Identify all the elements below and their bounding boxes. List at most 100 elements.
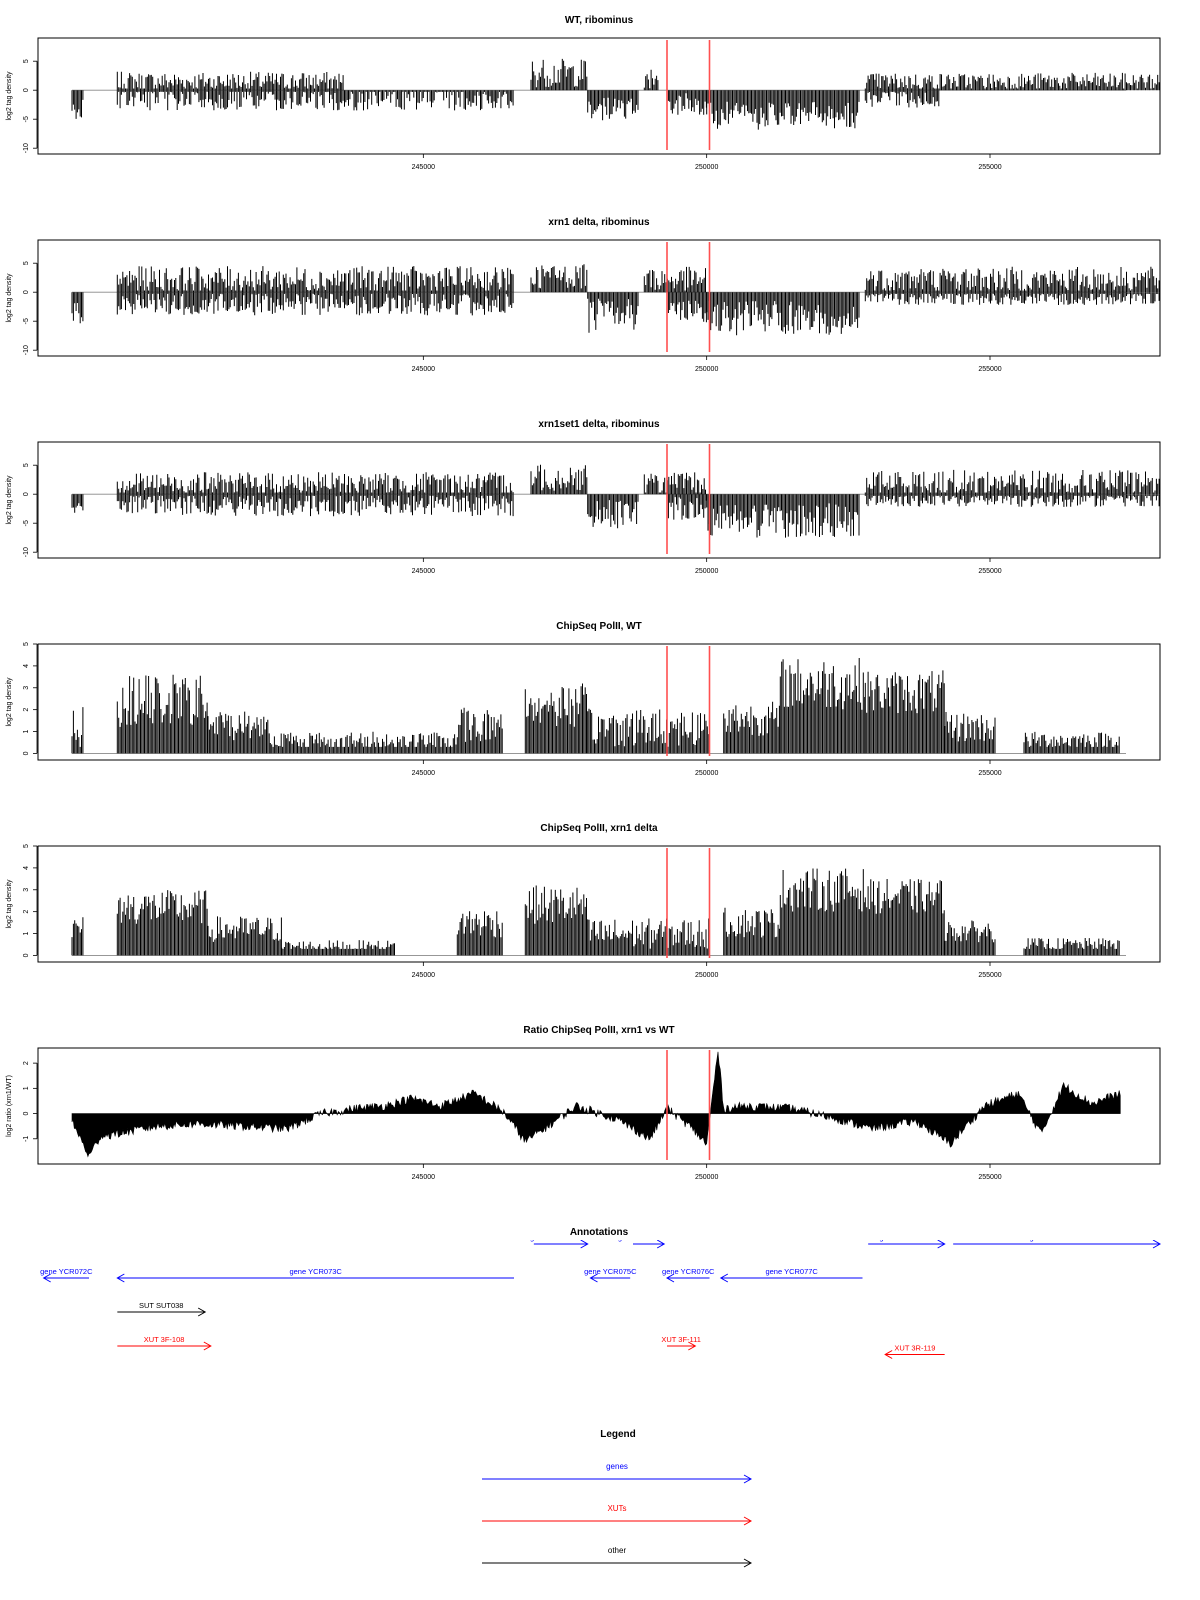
annotation-label: gene YCR075C (584, 1267, 637, 1276)
signal-segment-6 (643, 266, 706, 293)
panel-frame (37, 239, 1161, 357)
panel-frame (37, 643, 1161, 761)
signal-segment-11 (864, 670, 945, 754)
signal-segment-3 (116, 494, 514, 517)
annotation-label: gene YCR072C (40, 1267, 93, 1276)
signal-segment-7 (666, 292, 707, 323)
x-axis: 245000 250000 255000 (412, 558, 1002, 575)
y-tick-label: 5 (23, 59, 30, 63)
y-tick-label: 3 (23, 888, 30, 892)
panel-title: Ratio ChipSeq PolII, xrn1 vs WT (523, 1025, 674, 1036)
annotation-arrowhead (197, 1307, 207, 1317)
y-tick-label: -5 (23, 116, 30, 122)
legend-arrowhead (743, 1558, 753, 1568)
y-tick-label: 2 (23, 910, 30, 914)
legend-title: Legend (600, 1429, 636, 1440)
signal-segment-12 (944, 712, 996, 754)
signal-segment-10 (864, 292, 1160, 305)
y-tick-label: 0 (23, 1112, 30, 1116)
x-tick-label: 245000 (412, 366, 435, 373)
x-tick-label: 255000 (978, 366, 1001, 373)
legend-label: XUTs (607, 1504, 626, 1513)
annotation-label: gene YCR076C (662, 1267, 715, 1276)
annotation-arrowhead (1152, 1240, 1162, 1249)
signal-segment-3 (207, 711, 270, 754)
signal-segment-5 (456, 911, 503, 956)
annotation-gene-ycr076c: gene YCR076C (662, 1267, 715, 1283)
signal-segment-2 (116, 472, 514, 495)
panel-data (71, 1051, 1121, 1158)
y-tick-label: 5 (23, 844, 30, 848)
x-axis: 245000 250000 255000 (412, 356, 1002, 373)
signal-segment-11 (944, 920, 996, 956)
y-tick-label: 5 (23, 642, 30, 646)
y-tick-label: -10 (23, 143, 30, 153)
x-axis: 245000 250000 255000 (412, 760, 1002, 777)
y-axis-label: log2 ratio (xrn1/WT) (6, 1075, 13, 1137)
x-tick-label: 255000 (978, 1174, 1001, 1181)
signal-segment-9 (779, 868, 866, 956)
y-axis: -1 0 1 2 log2 ratio (xrn1/WT) (6, 1061, 38, 1142)
annotation-arrowhead (42, 1273, 51, 1283)
x-tick-label: 255000 (978, 164, 1001, 171)
x-axis: 245000 250000 255000 (412, 154, 1002, 171)
signal-segment-12 (1023, 938, 1120, 956)
x-tick-label: 255000 (978, 568, 1001, 575)
signal-segment-8 (706, 90, 860, 130)
signal-segment-5 (587, 90, 639, 121)
x-axis: 245000 250000 255000 (412, 962, 1002, 979)
annotations-items: gene YCR072C gene YCR073C gene YCR073W-A ge… (40, 1233, 1162, 1359)
signal-segment-8 (587, 708, 710, 754)
annotation-arrowhead (719, 1273, 729, 1283)
annotation-gene-ycr072c: gene YCR072C (40, 1267, 93, 1283)
panel-title: xrn1set1 delta, ribominus (538, 419, 660, 430)
signal-segment-6 (524, 885, 587, 956)
track-panel-4: ChipSeq PolII, WT 0 1 2 3 4 5 log2 tag density 2… (6, 621, 1161, 777)
track-panel-3: xrn1set1 delta, ribominus -10 -5 0 5 log2 tag… (6, 419, 1161, 575)
panel-data (71, 464, 1160, 538)
signal-segment-1 (71, 494, 84, 513)
x-tick-label: 250000 (695, 366, 718, 373)
annotation-arrowhead (580, 1240, 589, 1249)
legend-item-genes: genes (482, 1462, 753, 1484)
annotations-title: Annotations (570, 1227, 629, 1238)
y-tick-label: 0 (23, 751, 30, 755)
annotation-arrowhead (665, 1273, 675, 1283)
panel-title: WT, ribominus (565, 15, 634, 26)
annotation-label: XUT 3F-108 (144, 1335, 185, 1344)
track-panel-1: WT, ribominus -10 -5 0 5 log2 tag density 2450… (6, 15, 1161, 171)
signal-segment-9 (864, 72, 1160, 91)
y-axis-label: log2 tag density (6, 475, 13, 525)
annotation-arrowhead (116, 1273, 125, 1283)
legend-label: other (608, 1546, 627, 1555)
annotation-gene-ycr079w: gene YCR079W (868, 1233, 946, 1249)
panel-title: xrn1 delta, ribominus (548, 217, 650, 228)
y-axis-label: log2 tag density (6, 677, 13, 727)
legend-panel: Legend genes XUTs other (482, 1429, 753, 1568)
annotation-arrowhead (688, 1341, 697, 1351)
annotation-arrowhead (656, 1240, 666, 1249)
annotation-label: gene YCR075W-A (618, 1233, 679, 1242)
x-tick-label: 250000 (695, 568, 718, 575)
annotation-label: gene YCR079W (879, 1233, 934, 1242)
signal-segment-9 (723, 701, 780, 754)
y-axis-label: log2 tag density (6, 273, 13, 323)
panel-frame (37, 37, 1161, 155)
annotation-arrowhead (884, 1350, 893, 1359)
y-axis: 0 1 2 3 4 5 log2 tag density (6, 642, 38, 755)
signal-segment-2 (116, 71, 344, 91)
y-tick-label: 5 (23, 261, 30, 265)
annotation-label: gene YCR073C (289, 1267, 342, 1276)
annotation-label: XUT 3F-111 (661, 1335, 701, 1344)
y-axis-label: log2 tag density (6, 71, 13, 121)
signal-segment-8 (706, 292, 860, 336)
signal-segment-3 (116, 292, 514, 316)
y-tick-label: 0 (23, 492, 30, 496)
annotation-gene-ycr077c: gene YCR077C (719, 1267, 863, 1283)
signal-segment-7 (666, 494, 707, 520)
legend-label: genes (606, 1462, 628, 1471)
signal-segment-9 (864, 469, 1160, 495)
signal-segment-10 (779, 658, 866, 754)
annotation-gene-ycr073c: gene YCR073C (116, 1267, 514, 1283)
